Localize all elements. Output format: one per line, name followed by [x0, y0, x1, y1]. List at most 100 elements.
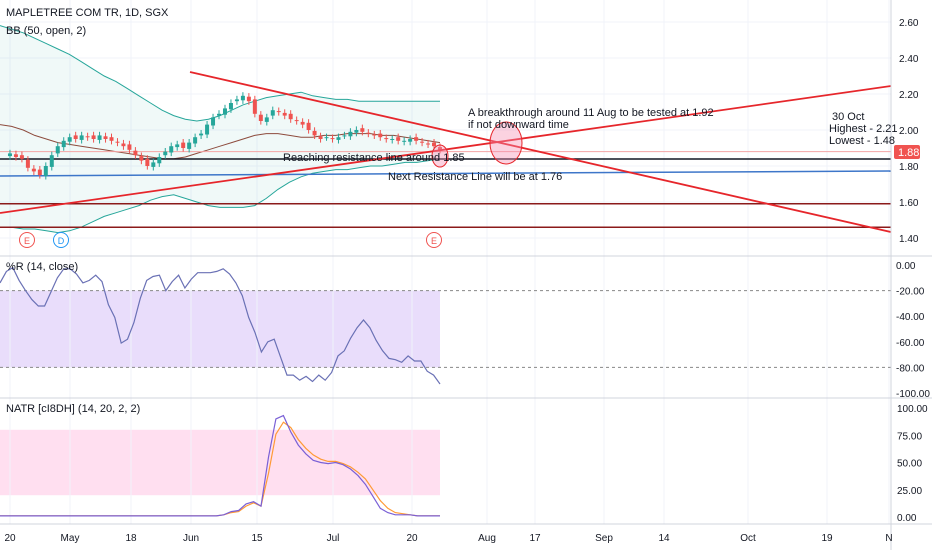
highlight-circles[interactable] [431, 121, 523, 168]
candle-body [378, 133, 383, 138]
event-marker-circle[interactable] [426, 232, 442, 248]
price-tick-label: 2.20 [899, 90, 919, 101]
candle-body [408, 139, 413, 142]
oct-date-note[interactable]: 30 Oct [832, 111, 864, 123]
wr-indicator-label[interactable]: %R (14, close) [6, 261, 78, 273]
wr-tick-label: -20.00 [896, 287, 925, 298]
time-tick-label: 17 [529, 533, 541, 544]
time-tick-label: Jul [327, 533, 340, 544]
candle-body [109, 137, 114, 141]
bb-lower-line [0, 158, 441, 234]
candle-body [145, 158, 150, 166]
time-tick-label: Oct [740, 533, 756, 544]
candle-body [43, 166, 48, 176]
candle-body [432, 142, 437, 147]
wr-tick-label: -100.00 [896, 389, 930, 400]
candle-body [211, 117, 216, 126]
candle-body [199, 133, 204, 136]
resistance-circle[interactable] [431, 144, 449, 168]
event-marker-letter: E [431, 236, 437, 246]
wr-tick-label: -80.00 [896, 363, 925, 374]
natr-indicator-label[interactable]: NATR [cI8DH] (14, 20, 2, 2) [6, 403, 140, 415]
candle-body [318, 136, 323, 139]
candle-body [217, 113, 222, 116]
price-tick-label: 2.40 [899, 54, 919, 65]
candle-body [7, 153, 12, 157]
candle-body [73, 135, 78, 139]
candle-body [258, 114, 263, 121]
candle-body [25, 159, 30, 168]
event-marker-circle[interactable] [19, 232, 35, 248]
candle-body [372, 134, 377, 136]
candle-body [354, 130, 359, 133]
bb-indicator-label[interactable]: BB (50, open, 2) [6, 25, 86, 37]
breakthrough-note-line2[interactable]: if not downward time [468, 119, 569, 131]
time-tick-label: 18 [125, 533, 137, 544]
wr-tick-label: -40.00 [896, 312, 925, 323]
candle-body [288, 113, 293, 120]
candle-body [240, 95, 245, 101]
candle-body [121, 143, 126, 147]
candle-body [228, 103, 233, 110]
last-price-value: 1.88 [898, 147, 919, 159]
candle-body [282, 112, 287, 116]
candle-body [270, 110, 275, 116]
time-tick-label: 19 [821, 533, 833, 544]
natr-pane [0, 414, 440, 517]
candle-body [151, 162, 156, 167]
reaching-resistance-note[interactable]: Reaching resistance line around 1.85 [283, 152, 465, 164]
time-tick-label: 15 [251, 533, 263, 544]
candle-body [103, 136, 108, 139]
candle-body [127, 144, 132, 150]
price-axes: 2.60 2.40 2.20 2.00 1.80 1.60 1.40 0.00 -20.00 -4… [896, 18, 930, 524]
oct-lowest-note[interactable]: Lowest - 1.48 [829, 135, 895, 147]
candle-body [300, 121, 305, 125]
candle-body [312, 130, 317, 136]
breakthrough-circle[interactable] [489, 121, 523, 165]
candle-body [79, 135, 84, 140]
candle-body [246, 96, 251, 102]
candle-body [205, 124, 210, 135]
candle-body [175, 144, 180, 148]
trendlines[interactable] [0, 71, 892, 233]
candle-body [91, 135, 96, 139]
candle-body [19, 155, 24, 159]
price-tick-label: 1.40 [899, 234, 919, 245]
time-tick-label: Sep [595, 533, 613, 544]
breakthrough-note-line1[interactable]: A breakthrough around 11 Aug to be teste… [468, 107, 714, 119]
candle-body [31, 168, 36, 172]
candle-body [360, 128, 365, 132]
candle-body [276, 111, 281, 113]
candle-body [37, 169, 42, 175]
candle-body [402, 140, 407, 142]
pane-bands [0, 290, 440, 496]
oct-highest-note[interactable]: Highest - 2.21 [829, 123, 897, 135]
event-marker-circle[interactable] [53, 232, 69, 248]
falling-trendline[interactable] [189, 71, 892, 233]
bb-fill-area [0, 25, 440, 233]
price-tick-label: 1.80 [899, 162, 919, 173]
rising-trendline[interactable] [0, 85, 892, 214]
wr-band [0, 290, 440, 368]
time-tick-label: N [885, 533, 892, 544]
time-tick-label: 20 [406, 533, 418, 544]
candle-body [67, 137, 72, 142]
candle-body [55, 146, 60, 154]
candle-body [342, 135, 347, 137]
candle-body [181, 142, 186, 148]
candle-body [85, 136, 90, 138]
candle-body [13, 154, 18, 157]
next-resistance-note[interactable]: Next Resistance Line will be at 1.76 [388, 171, 562, 183]
next-resistance-line[interactable] [0, 170, 892, 177]
time-tick-label: May [61, 533, 80, 544]
time-axis: 20 May 18 Jun 15 Jul 20 Aug 17 Sep 14 Oct 19 N [4, 533, 892, 544]
candle-body [390, 139, 395, 140]
candle-body [133, 150, 138, 156]
natr-tick-label: 75.00 [897, 431, 922, 442]
wr-line [0, 266, 441, 385]
price-tick-label: 1.60 [899, 198, 919, 209]
